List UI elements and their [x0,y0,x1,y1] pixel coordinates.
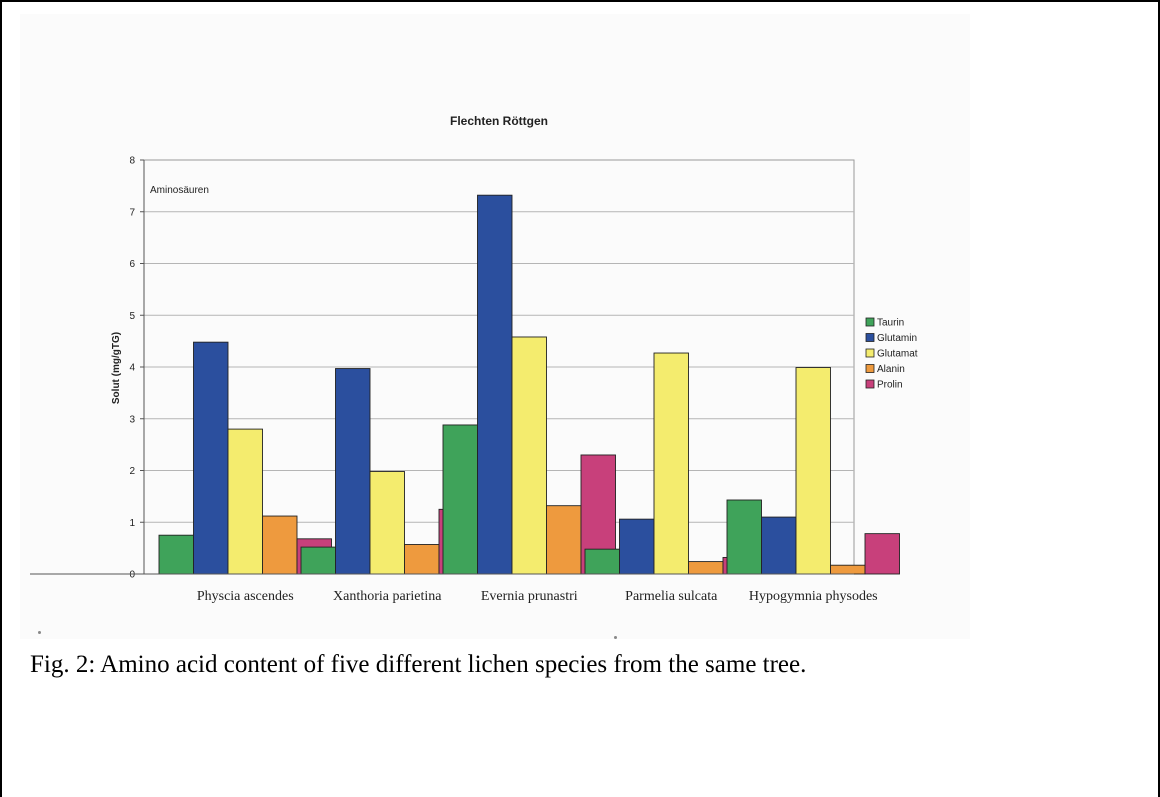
legend-swatch-taurin [865,317,875,327]
bar-alanin-3 [688,561,724,575]
bar-glutamat-4 [795,367,831,575]
y-axis-label: Solut (mg/gTG) [111,332,122,404]
y-tick-label: 1 [129,518,135,529]
bar-glutamin-0 [193,341,229,575]
bar-glutamin-3 [619,518,655,575]
y-tick-label: 7 [129,207,135,218]
x-category-label: Physcia ascendes [197,589,294,604]
chart: 0 1 2 3 4 5 6 7 8 Physcia ascendes Xanthoria parie… [30,114,940,604]
y-tick-label: 6 [129,259,135,270]
y-tick-label: 3 [129,414,135,425]
legend-swatch-prolin [865,379,875,389]
legend-box [862,313,940,399]
legend-swatch-glutamin [865,333,875,342]
bar-glutamat-0 [227,428,263,575]
figure-caption: Fig. 2: Amino acid content of five diffe… [30,651,807,678]
bar-glutamat-3 [653,352,689,575]
x-category-label: Evernia prunastri [481,589,578,604]
bar-alanin-1 [404,544,440,575]
y-tick-label: 8 [129,156,135,167]
x-category-label: Parmelia sulcata [625,589,718,604]
legend-label-glutamat: Glutamat [877,349,918,360]
bar-alanin-2 [546,505,582,575]
legend-label-glutamin: Glutamin [877,333,917,344]
bar-taurin-3 [584,548,620,575]
x-category-label: Xanthoria parietina [333,589,442,604]
bar-prolin-4 [864,533,900,575]
bar-taurin-4 [726,499,762,575]
y-tick-label: 2 [129,466,135,477]
bar-glutamat-1 [369,471,405,575]
bar-glutamin-1 [335,368,371,575]
bar-glutamat-2 [511,336,547,575]
bar-taurin-1 [300,546,336,575]
chart-title: Flechten Röttgen [450,114,548,128]
y-tick-label: 5 [129,311,135,322]
legend-label-prolin: Prolin [877,380,903,391]
legend-swatch-glutamat [865,348,875,358]
scan-speck [38,631,41,634]
x-category-label: Hypogymnia physodes [749,589,878,604]
bar-alanin-4 [830,564,866,575]
legend-swatch-alanin [865,364,875,373]
bar-taurin-0 [158,534,194,575]
bar-taurin-2 [442,424,478,575]
bar-glutamin-2 [477,194,513,575]
y-tick-label: 4 [129,363,135,374]
bar-alanin-0 [262,515,298,575]
bar-glutamin-4 [761,516,797,575]
legend-label-alanin: Alanin [877,364,905,375]
scan-speck [614,636,617,639]
legend-label-taurin: Taurin [877,318,904,329]
y-tick-label: 0 [129,570,135,581]
chart-annotation: Aminosäuren [150,185,209,196]
